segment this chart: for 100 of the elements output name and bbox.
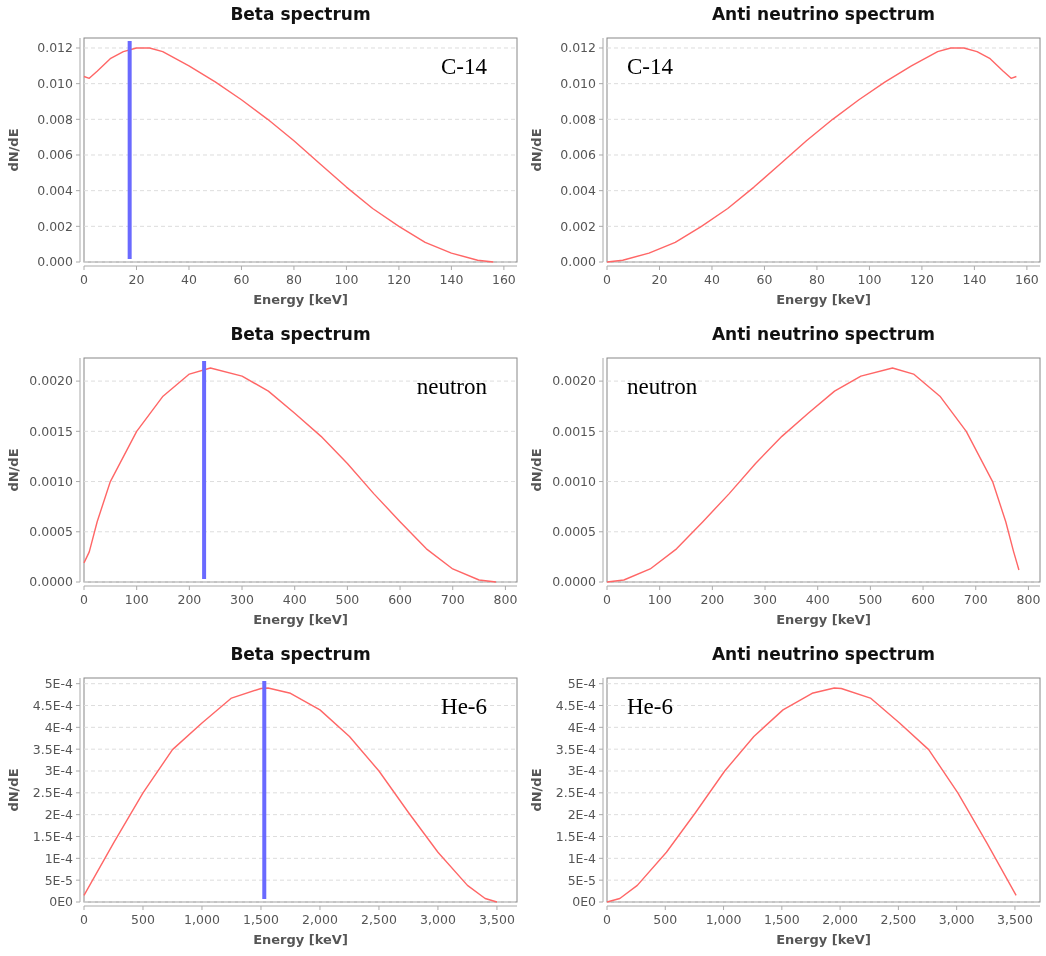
x-tick-label: 0 xyxy=(80,592,89,607)
x-tick-label: 400 xyxy=(805,592,830,607)
y-tick-label: 3E-4 xyxy=(44,763,74,779)
y-tick-label: 5E-5 xyxy=(567,872,596,888)
y-axis-title: dN/dE xyxy=(529,768,544,812)
y-tick-label: 0.0010 xyxy=(29,473,74,489)
chart-title: Anti neutrino spectrum xyxy=(711,4,936,24)
y-tick-label: 2.5E-4 xyxy=(32,785,74,801)
y-tick-label: 2E-4 xyxy=(567,807,597,823)
y-tick-label: 0.008 xyxy=(37,111,74,127)
x-tick-label: 20 xyxy=(651,272,668,287)
x-tick-label: 3,500 xyxy=(479,912,515,927)
y-axis-title: dN/dE xyxy=(529,128,544,172)
x-tick-label: 1,500 xyxy=(243,912,279,927)
y-tick-label: 0.012 xyxy=(37,40,73,56)
x-tick-label: 2,500 xyxy=(361,912,397,927)
annotation: C-14 xyxy=(441,54,488,79)
x-tick-label: 500 xyxy=(858,592,883,607)
x-tick-label: 800 xyxy=(493,592,518,607)
x-tick-label: 160 xyxy=(491,272,516,287)
x-tick-label: 100 xyxy=(334,272,359,287)
y-tick-label: 3E-4 xyxy=(567,763,597,779)
y-tick-label: 0.0000 xyxy=(552,574,597,590)
x-tick-label: 140 xyxy=(962,272,987,287)
x-axis-title: Energy [keV] xyxy=(253,292,348,307)
annotation: C-14 xyxy=(627,54,674,79)
y-tick-label: 0.0015 xyxy=(552,423,596,439)
y-axis-title: dN/dE xyxy=(6,128,21,172)
x-tick-label: 0 xyxy=(603,272,612,287)
x-tick-label: 3,000 xyxy=(420,912,456,927)
x-tick-label: 100 xyxy=(124,592,149,607)
line-series xyxy=(83,687,498,903)
x-tick-label: 80 xyxy=(808,272,825,287)
chart-title: Beta spectrum xyxy=(230,644,371,664)
y-tick-label: 3.5E-4 xyxy=(555,741,597,757)
x-axis-title: Energy [keV] xyxy=(776,612,871,627)
y-axis-title: dN/dE xyxy=(529,448,544,492)
x-tick-label: 60 xyxy=(756,272,773,287)
line-series xyxy=(83,47,495,263)
y-tick-label: 0.0020 xyxy=(29,373,74,389)
y-tick-label: 3.5E-4 xyxy=(32,741,74,757)
y-tick-label: 0.010 xyxy=(37,76,74,92)
x-axis-title: Energy [keV] xyxy=(253,612,348,627)
x-tick-label: 120 xyxy=(386,272,411,287)
x-tick-label: 200 xyxy=(700,592,725,607)
x-tick-label: 600 xyxy=(911,592,936,607)
x-tick-label: 40 xyxy=(704,272,720,287)
annotation: neutron xyxy=(416,374,488,399)
y-tick-label: 0.0000 xyxy=(29,574,74,590)
y-tick-label: 4.5E-4 xyxy=(555,697,597,713)
y-tick-label: 0.0005 xyxy=(29,524,73,540)
y-tick-label: 1.5E-4 xyxy=(32,828,74,844)
x-tick-label: 100 xyxy=(857,272,882,287)
y-tick-label: 4E-4 xyxy=(567,719,597,735)
x-tick-label: 2,500 xyxy=(880,912,917,927)
y-tick-label: 0.002 xyxy=(37,218,73,234)
line-series xyxy=(606,367,1020,583)
x-tick-label: 60 xyxy=(233,272,250,287)
x-tick-label: 0 xyxy=(80,912,89,927)
y-tick-label: 0.006 xyxy=(560,147,597,163)
y-tick-label: 0.010 xyxy=(560,76,597,92)
annotation: neutron xyxy=(627,374,698,399)
chart-title: Beta spectrum xyxy=(230,324,371,344)
y-tick-label: 0E0 xyxy=(49,894,74,910)
chart-title: Beta spectrum xyxy=(230,4,371,24)
y-tick-label: 1E-4 xyxy=(567,850,597,866)
y-axis-title: dN/dE xyxy=(6,448,21,492)
x-tick-label: 500 xyxy=(131,912,155,927)
y-tick-label: 2E-4 xyxy=(44,807,74,823)
x-tick-label: 1,000 xyxy=(705,912,742,927)
x-tick-label: 2,000 xyxy=(302,912,338,927)
x-tick-label: 400 xyxy=(282,592,307,607)
x-tick-label: 80 xyxy=(285,272,302,287)
y-tick-label: 4E-4 xyxy=(44,719,74,735)
annotation: He-6 xyxy=(441,694,487,719)
x-tick-label: 700 xyxy=(440,592,465,607)
x-axis-title: Energy [keV] xyxy=(776,932,871,947)
x-tick-label: 300 xyxy=(753,592,778,607)
y-tick-label: 0.006 xyxy=(37,147,74,163)
y-tick-label: 0.000 xyxy=(37,254,74,270)
chart-title: Anti neutrino spectrum xyxy=(711,644,936,664)
line-series xyxy=(606,47,1018,263)
x-axis-title: Energy [keV] xyxy=(253,932,348,947)
x-tick-label: 1,500 xyxy=(763,912,800,927)
y-tick-label: 0.0005 xyxy=(552,524,596,540)
y-tick-label: 1E-4 xyxy=(44,850,74,866)
x-tick-label: 3,500 xyxy=(997,912,1033,927)
line-series xyxy=(83,367,497,583)
x-tick-label: 2,000 xyxy=(822,912,859,927)
y-tick-label: 0.002 xyxy=(560,218,596,234)
x-tick-label: 120 xyxy=(909,272,934,287)
x-tick-label: 500 xyxy=(653,912,678,927)
y-tick-label: 5E-4 xyxy=(44,676,74,692)
y-tick-label: 4.5E-4 xyxy=(32,697,74,713)
y-tick-label: 0.004 xyxy=(560,183,597,199)
chart-title: Anti neutrino spectrum xyxy=(711,324,936,344)
y-tick-label: 0.008 xyxy=(560,111,597,127)
y-tick-label: 0.0010 xyxy=(552,473,597,489)
y-tick-label: 0E0 xyxy=(572,894,597,910)
x-tick-label: 200 xyxy=(177,592,202,607)
